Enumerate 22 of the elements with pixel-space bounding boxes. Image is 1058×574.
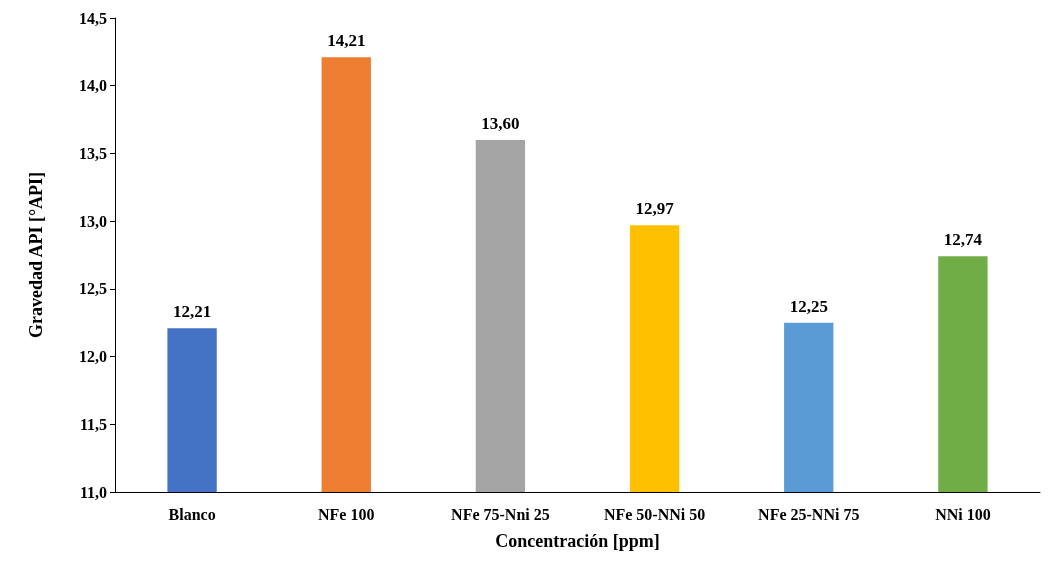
y-tick-label: 13,5: [79, 144, 107, 162]
data-label: 12,97: [635, 199, 675, 219]
y-axis-title: Gravedad API [°API]: [26, 171, 46, 339]
x-tick-label: NFe 25-NNi 75: [758, 505, 860, 523]
x-axis-title: Concentración [ppm]: [495, 531, 660, 551]
y-tick-label: 12,0: [79, 348, 107, 366]
x-tick-label: Blanco: [168, 505, 216, 523]
x-tick-label: NNi 100: [935, 505, 991, 523]
y-tick-label: 11,0: [79, 483, 107, 501]
y-tick-label: 14,5: [79, 9, 107, 27]
y-tick-label: 11,5: [79, 415, 107, 433]
data-label: 13,60: [481, 113, 520, 133]
x-tick-label: NFe 50-NNi 50: [603, 505, 706, 523]
data-label: 12,25: [789, 296, 828, 316]
data-label: 12,74: [943, 230, 983, 250]
y-tick-label: 14,0: [79, 77, 107, 95]
y-tick-label: 13,0: [79, 212, 107, 230]
data-label: 12,21: [172, 302, 212, 322]
data-label: 14,21: [327, 31, 366, 51]
x-tick-label: NFe 100: [318, 505, 375, 523]
y-tick-label: 12,5: [79, 280, 107, 298]
x-tick-label: NFe 75-Nni 25: [451, 505, 550, 523]
